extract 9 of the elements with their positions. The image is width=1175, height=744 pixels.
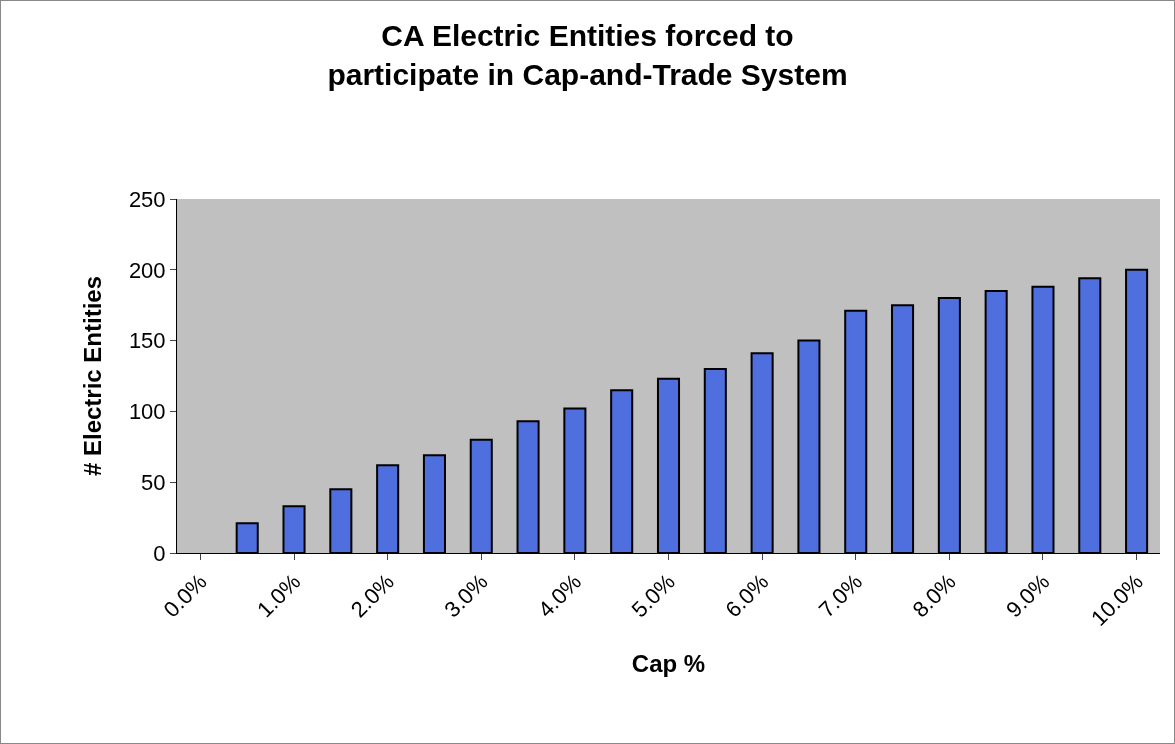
y-tick-label: 250 (128, 186, 166, 212)
y-tick-label: 0 (153, 540, 166, 566)
y-tick-label: 100 (128, 399, 166, 425)
chart-title: CA Electric Entities forced to participate in Cap-and-Trade System (327, 18, 848, 91)
y-axis-title: # Electric Entities (78, 275, 106, 477)
y-tick-label: 150 (128, 328, 166, 354)
y-tick-label: 200 (128, 257, 166, 283)
y-tick-label: 50 (141, 469, 166, 495)
x-axis-title: Cap % (631, 650, 706, 678)
